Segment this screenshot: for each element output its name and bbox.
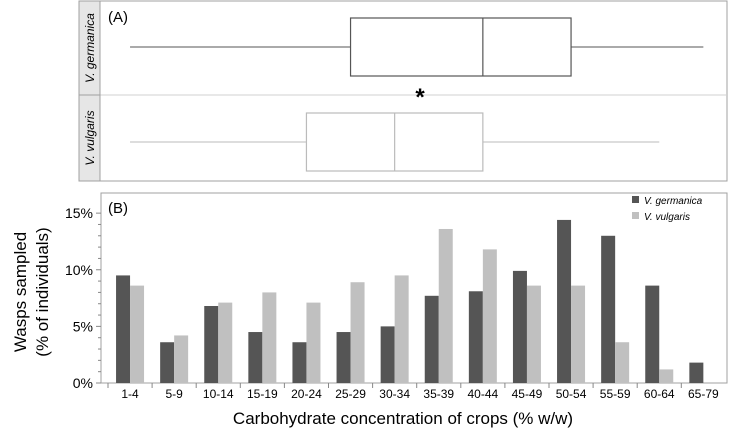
bars <box>116 219 704 383</box>
panel-b-frame <box>100 192 728 384</box>
bar-germanica <box>116 275 131 383</box>
legend-label-vulgaris: V. vulgaris <box>644 212 690 223</box>
x-tick-label: 15-19 <box>247 387 278 401</box>
boxplots <box>130 17 704 172</box>
significance-marker: * <box>415 84 425 111</box>
bar-vulgaris <box>571 285 586 383</box>
panel-b: (B) 0% 5% 10% 15% 1-4 5-9 10-14 15-19 20-24 25-2… <box>11 192 728 428</box>
x-tick-label: 5-9 <box>165 387 183 401</box>
bar-vulgaris <box>174 335 189 383</box>
bar-germanica <box>645 285 660 383</box>
box-germanica <box>349 17 572 77</box>
bar-germanica <box>689 362 704 383</box>
x-tick-label: 40-44 <box>467 387 498 401</box>
x-tick-label: 10-14 <box>203 387 234 401</box>
bar-vulgaris <box>659 369 674 383</box>
bar-vulgaris <box>306 302 321 383</box>
group-label-strip <box>78 0 101 182</box>
bar-vulgaris <box>130 285 145 383</box>
panel-a: V. germanica V. vulgaris (A) * <box>78 0 728 182</box>
x-tick-label: 35-39 <box>423 387 454 401</box>
bar-vulgaris <box>394 275 409 383</box>
legend-label-germanica: V. germanica <box>644 196 703 207</box>
x-tick-label: 20-24 <box>291 387 322 401</box>
x-axis-label: Carbohydrate concentration of crops (% w… <box>233 409 573 428</box>
x-tick-label: 65-79 <box>688 387 719 401</box>
bar-germanica <box>292 342 307 383</box>
x-tick-label: 45-49 <box>512 387 543 401</box>
legend: V. germanica V. vulgaris <box>632 196 703 223</box>
bar-germanica <box>557 219 572 383</box>
y-tick-label: 5% <box>73 318 93 334</box>
x-tick-label: 30-34 <box>379 387 410 401</box>
x-tick-label: 60-64 <box>644 387 675 401</box>
x-tick-label: 55-59 <box>600 387 631 401</box>
y-axis: 0% 5% 10% 15% <box>65 205 101 391</box>
y-tick-label: 15% <box>65 205 93 221</box>
bar-vulgaris <box>482 249 497 383</box>
y-axis-label-line1: Wasps sampled <box>11 232 30 352</box>
bar-vulgaris <box>438 228 453 383</box>
bar-germanica <box>160 342 175 383</box>
bar-germanica <box>512 270 527 383</box>
x-axis-ticks: 1-4 5-9 10-14 15-19 20-24 25-29 30-34 35-39 40-4… <box>107 383 719 401</box>
bar-vulgaris <box>350 282 365 383</box>
x-tick-label: 50-54 <box>556 387 587 401</box>
y-tick-label: 0% <box>73 375 93 391</box>
x-tick-label: 1-4 <box>121 387 139 401</box>
legend-swatch-germanica <box>632 196 639 203</box>
bar-vulgaris <box>218 302 233 383</box>
x-tick-label: 25-29 <box>335 387 366 401</box>
bar-germanica <box>424 295 439 383</box>
panel-b-label: (B) <box>108 200 128 217</box>
bar-germanica <box>204 305 219 383</box>
panel-a-frame <box>78 0 728 182</box>
bar-germanica <box>336 332 351 383</box>
bar-vulgaris <box>262 292 277 383</box>
group-label-germanica: V. germanica <box>83 13 97 83</box>
bar-vulgaris <box>526 285 541 383</box>
bar-vulgaris <box>615 342 630 383</box>
y-axis-label-line2: (% of individuals) <box>33 227 52 356</box>
panel-a-label: (A) <box>108 9 128 26</box>
legend-swatch-vulgaris <box>632 212 639 219</box>
y-tick-label: 10% <box>65 262 93 278</box>
group-label-vulgaris: V. vulgaris <box>83 110 97 165</box>
bar-germanica <box>248 332 263 383</box>
bar-germanica <box>380 326 395 383</box>
bar-germanica <box>468 291 483 383</box>
bar-germanica <box>601 235 616 383</box>
